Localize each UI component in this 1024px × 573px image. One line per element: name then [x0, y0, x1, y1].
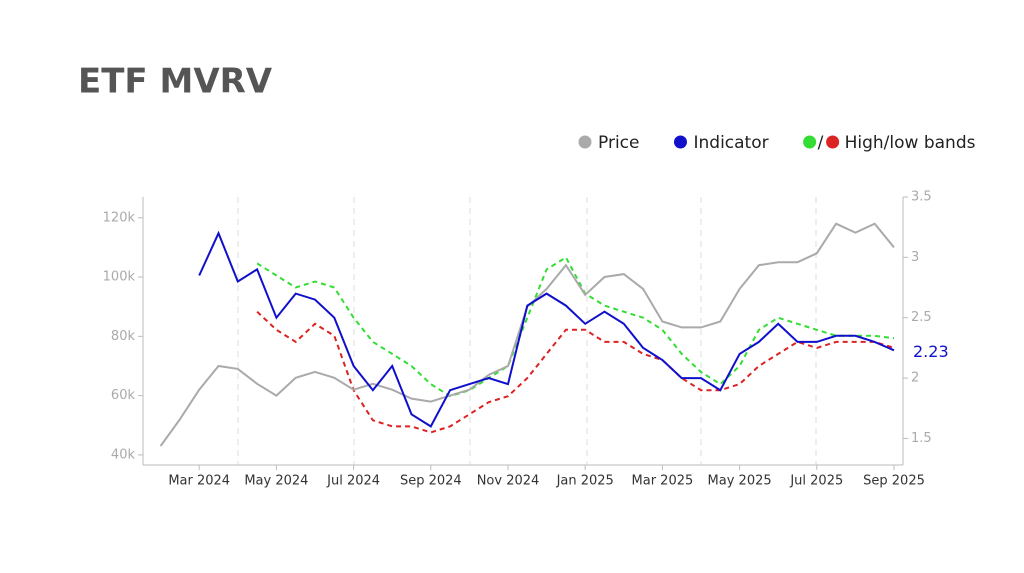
low-band: [256, 310, 895, 434]
legend-label: High/low bands: [845, 133, 976, 153]
high-band: [256, 255, 895, 398]
x-tick-label: Jul 2025: [789, 474, 843, 489]
y2-tick-label: 3: [911, 250, 919, 265]
x-tick-label: Sep 2024: [400, 474, 462, 489]
series-line: [159, 222, 895, 447]
legend-label: Price: [598, 133, 639, 153]
y2-tick-label: 2: [911, 371, 919, 386]
y-tick-label: 100k: [103, 270, 136, 285]
x-grid: [237, 197, 817, 465]
legend-marker: [826, 135, 840, 149]
y-tick-label: 120k: [103, 210, 136, 225]
legend-marker: [673, 135, 687, 149]
legend-marker: [803, 135, 817, 149]
x-tick-label: Jul 2024: [326, 474, 380, 489]
y-tick-label: 80k: [111, 329, 136, 344]
x-tick-label: Nov 2024: [477, 474, 540, 489]
y2-tick-label: 1.5: [911, 431, 932, 446]
legend-marker: [578, 135, 592, 149]
series-line: [198, 230, 895, 428]
legend-label: Indicator: [693, 133, 768, 153]
y-tick-label: 60k: [111, 388, 136, 403]
x-tick-label: May 2024: [244, 474, 308, 489]
last-value-label: 2.23: [913, 342, 949, 361]
x-tick-label: Sep 2025: [863, 474, 925, 489]
x-tick-label: Mar 2025: [632, 474, 694, 489]
y-tick-label: 40k: [111, 447, 136, 462]
x-tick-label: Mar 2024: [168, 474, 230, 489]
x-tick-label: Jan 2025: [556, 474, 614, 489]
chart-title: ETF MVRV: [78, 62, 273, 102]
legend-separator: /: [818, 133, 824, 153]
y2-tick-label: 3.5: [911, 190, 932, 205]
x-tick-label: May 2025: [708, 474, 772, 489]
y2-tick-label: 2.5: [911, 310, 932, 325]
